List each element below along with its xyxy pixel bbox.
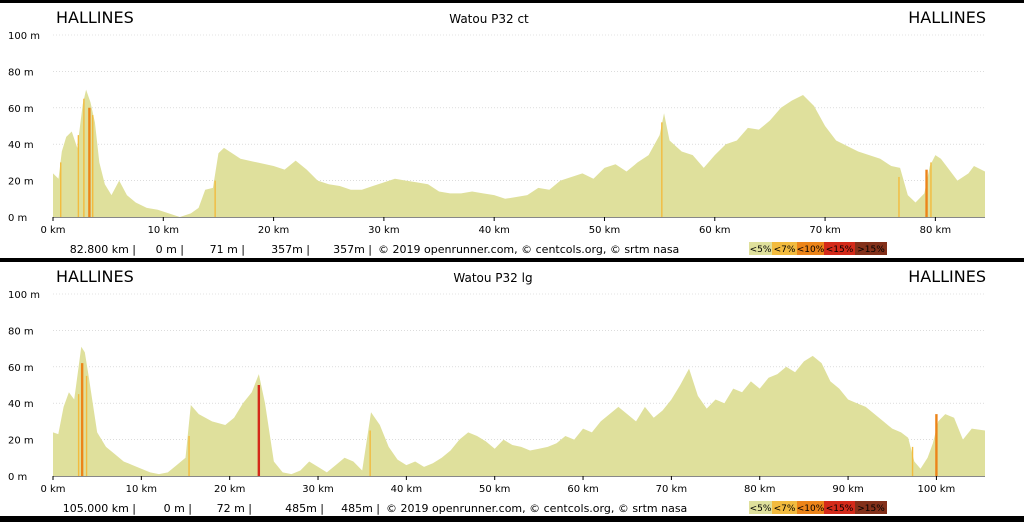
x-axis: 0 km 10 km 20 km 30 km 40 km 50 km 60 km 70 km 8… (40, 217, 951, 236)
y-tick-label: 60 m (8, 104, 34, 115)
legend-label: <5% (750, 504, 772, 514)
y-tick-label: 80 m (8, 326, 34, 337)
steep-segments (77, 363, 938, 476)
stat-descent: 357m | (333, 243, 372, 256)
y-axis: 0 m 20 m 40 m 60 m 80 m 100 m (8, 290, 40, 483)
legend-swatch (772, 501, 797, 514)
profile-title: Watou P32 ct (449, 12, 529, 26)
x-tick-label: 60 km (699, 225, 730, 236)
y-tick-label: 100 m (8, 290, 40, 301)
legend-swatch (855, 242, 887, 255)
legend-swatch (855, 501, 887, 514)
middle-border (0, 258, 1024, 262)
steep-segments (60, 98, 932, 217)
legend-swatch (797, 501, 824, 514)
legend-label: <10% (797, 245, 825, 255)
stat-credits: © 2019 openrunner.com, © centcols.org, ©… (386, 502, 687, 515)
elevation-profile-lg: HALLINES Watou P32 lg HALLINES 0 m 20 m 40… (8, 267, 986, 515)
x-tick-label: 90 km (832, 484, 863, 495)
legend-swatch (824, 242, 855, 255)
legend-label: <10% (797, 504, 825, 514)
x-tick-label: 0 km (40, 484, 65, 495)
y-tick-label: 20 m (8, 436, 34, 447)
y-axis: 0 m 20 m 40 m 60 m 80 m 100 m (8, 31, 40, 224)
x-tick-label: 50 km (589, 225, 620, 236)
legend-swatch (749, 501, 772, 514)
legend-label: >15% (857, 504, 885, 514)
gradient-legend: <5% <7% <10% <15% >15% (749, 242, 887, 255)
stat-distance: 105.000 km | (63, 502, 136, 515)
y-tick-label: 0 m (8, 213, 27, 224)
y-tick-label: 60 m (8, 363, 34, 374)
legend-label: <7% (774, 504, 796, 514)
stat-distance: 82.800 km | (70, 243, 136, 256)
x-tick-label: 80 km (920, 225, 951, 236)
y-tick-label: 80 m (8, 67, 34, 78)
end-label: HALLINES (908, 8, 986, 27)
x-tick-label: 10 km (148, 225, 179, 236)
grid-lines (53, 34, 985, 181)
x-tick-label: 70 km (656, 484, 687, 495)
stats-row: 82.800 km | 0 m | 71 m | 357m | 357m | ©… (70, 243, 680, 256)
x-tick-label: 40 km (478, 225, 509, 236)
x-tick-label: 30 km (368, 225, 399, 236)
elevation-area (53, 346, 985, 476)
stat-descent: 485m | (341, 502, 380, 515)
gradient-legend: <5% <7% <10% <15% >15% (749, 501, 887, 514)
y-tick-label: 0 m (8, 472, 27, 483)
legend-swatch (824, 501, 855, 514)
y-tick-label: 100 m (8, 31, 40, 42)
x-tick-label: 60 km (567, 484, 598, 495)
x-tick-label: 50 km (479, 484, 510, 495)
x-tick-label: 100 km (918, 484, 956, 495)
stats-row: 105.000 km | 0 m | 72 m | 485m | 485m | … (63, 502, 688, 515)
x-tick-label: 30 km (302, 484, 333, 495)
x-tick-label: 70 km (809, 225, 840, 236)
stat-credits: © 2019 openrunner.com, © centcols.org, ©… (378, 243, 679, 256)
x-tick-label: 10 km (126, 484, 157, 495)
legend-label: <5% (750, 245, 772, 255)
x-tick-label: 20 km (214, 484, 245, 495)
x-tick-label: 0 km (40, 225, 65, 236)
legend-swatch (797, 242, 824, 255)
end-label: HALLINES (908, 267, 986, 286)
elevation-profile-ct: HALLINES Watou P32 ct HALLINES 0 m 20 m 40… (8, 8, 986, 256)
legend-swatch (772, 242, 797, 255)
x-tick-label: 80 km (744, 484, 775, 495)
bottom-border (0, 516, 1024, 522)
profile-title: Watou P32 lg (453, 271, 532, 285)
y-tick-label: 40 m (8, 140, 34, 151)
elevation-area (53, 89, 985, 217)
x-axis: 0 km 10 km 20 km 30 km 40 km 50 km 60 km 70 km 8… (40, 476, 955, 495)
x-tick-label: 40 km (391, 484, 422, 495)
legend-label: >15% (857, 245, 885, 255)
stat-min-elevation: 0 m | (156, 243, 184, 256)
start-label: HALLINES (56, 8, 134, 27)
stat-climb: 357m | (271, 243, 310, 256)
x-tick-label: 20 km (258, 225, 289, 236)
stat-climb: 485m | (285, 502, 324, 515)
top-border (0, 0, 1024, 3)
legend-label: <7% (774, 245, 796, 255)
start-label: HALLINES (56, 267, 134, 286)
stat-max-elevation: 72 m | (217, 502, 252, 515)
y-tick-label: 40 m (8, 399, 34, 410)
legend-swatch (749, 242, 772, 255)
y-tick-label: 20 m (8, 177, 34, 188)
stat-max-elevation: 71 m | (210, 243, 245, 256)
stat-min-elevation: 0 m | (164, 502, 192, 515)
grid-lines (53, 293, 985, 440)
legend-label: <15% (826, 245, 854, 255)
legend-label: <15% (826, 504, 854, 514)
